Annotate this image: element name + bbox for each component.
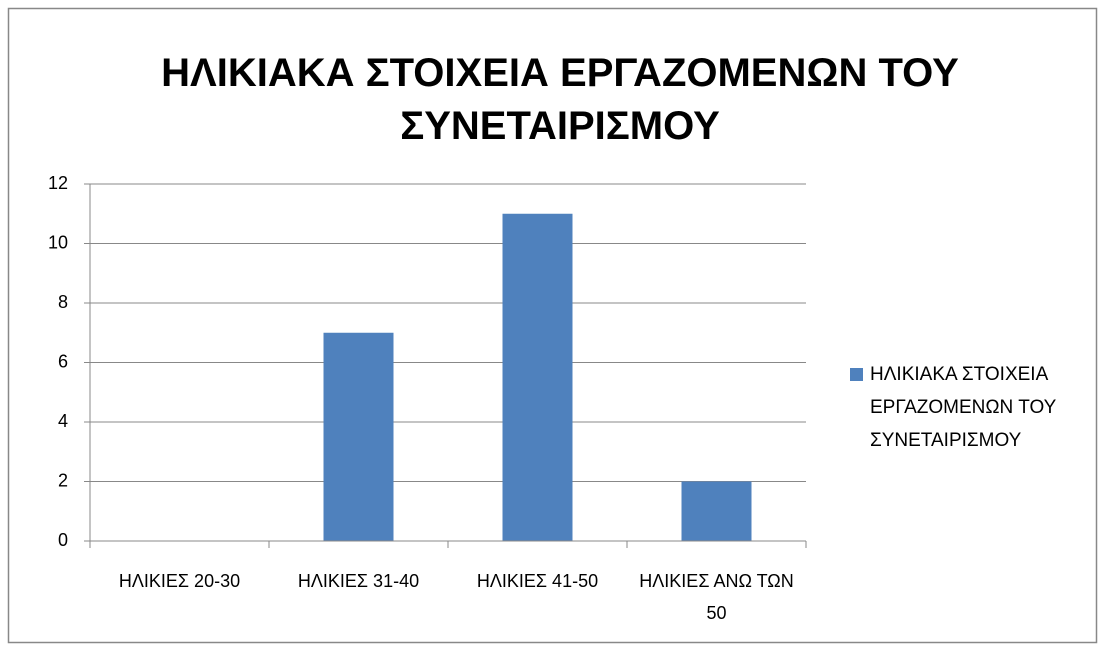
bar xyxy=(681,481,752,541)
y-tick-label: 10 xyxy=(48,232,68,252)
bar xyxy=(502,213,573,541)
chart-title: ΗΛΙΚΙΑΚΑ ΣΤΟΙΧΕΙΑ ΕΡΓΑΖΟΜΕΝΩΝ ΤΟΥ ΣΥΝΕΤΑΙ… xyxy=(161,51,959,148)
x-tick-label: ΗΛΙΚΙΕΣ 31-40 xyxy=(298,571,419,591)
y-tick-label: 6 xyxy=(58,351,68,371)
legend-text: ΗΛΙΚΙΑΚΑ ΣΤΟΙΧΕΙΑ ΕΡΓΑΖΟΜΕΝΩΝ ΤΟΥ ΣΥΝΕΤΑΙΡ… xyxy=(870,364,1057,451)
legend-swatch xyxy=(850,368,863,381)
y-tick-label: 4 xyxy=(58,411,68,431)
y-tick-label: 8 xyxy=(58,292,68,312)
x-tick-label: ΗΛΙΚΙΕΣ 20-30 xyxy=(119,571,240,591)
x-tick-label: ΗΛΙΚΙΕΣ ΑΝΩ ΤΩΝ 50 xyxy=(639,571,793,623)
bar xyxy=(323,332,394,541)
y-tick-label: 2 xyxy=(58,470,68,490)
y-tick-label: 12 xyxy=(48,173,68,193)
y-tick-label: 0 xyxy=(58,530,68,550)
x-tick-label: ΗΛΙΚΙΕΣ 41-50 xyxy=(477,571,598,591)
